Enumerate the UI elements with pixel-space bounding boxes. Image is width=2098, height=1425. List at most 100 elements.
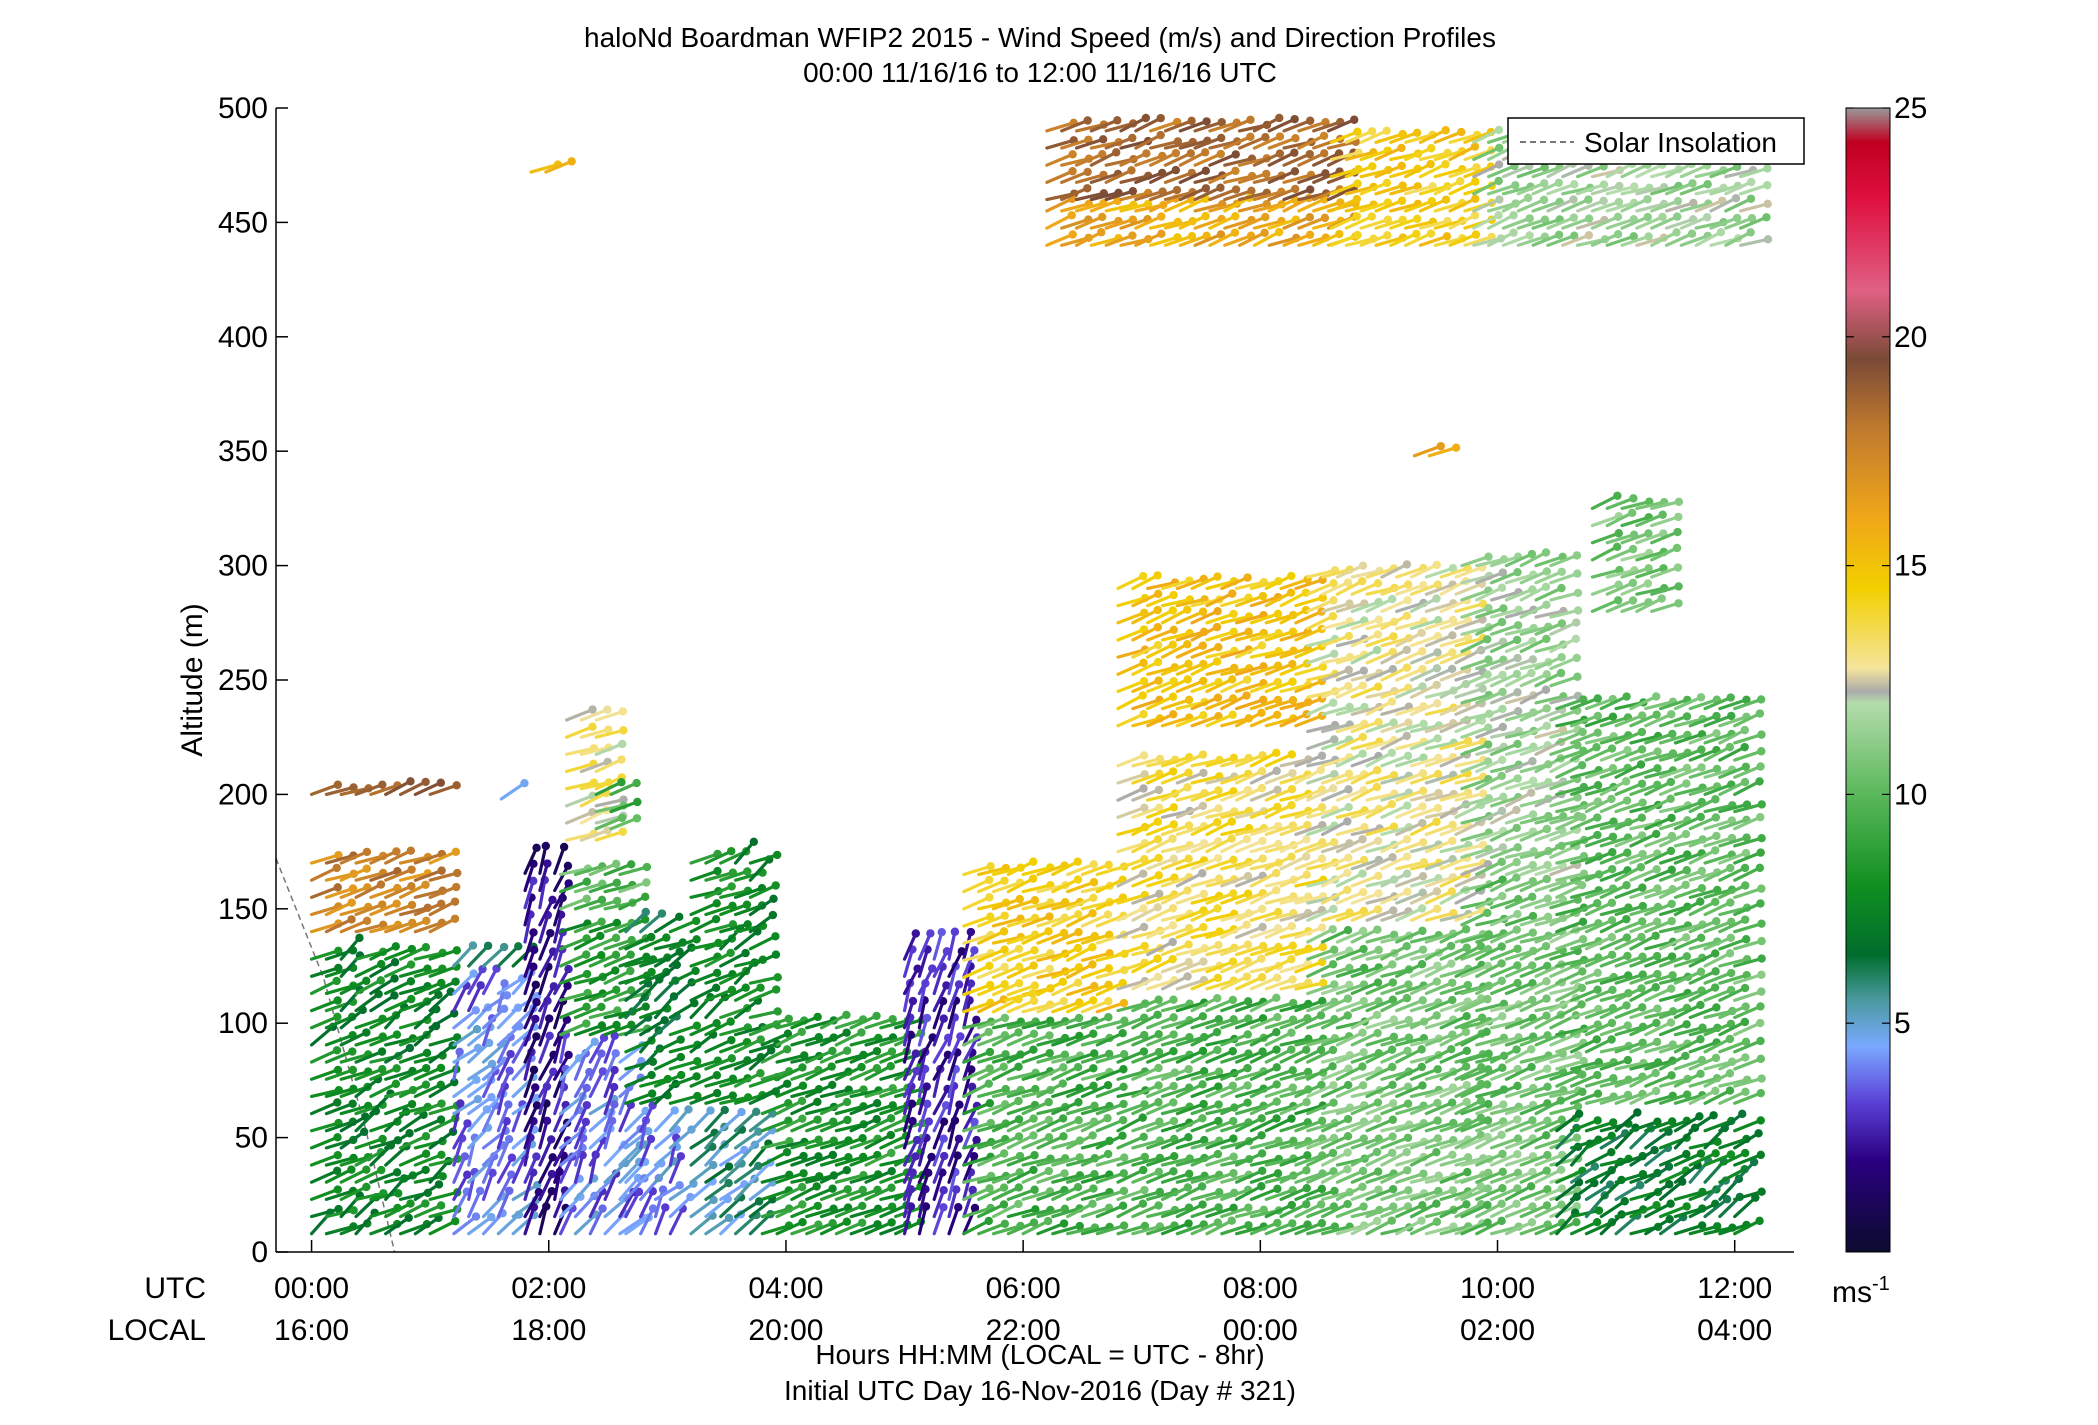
wind-barb-head — [1243, 997, 1253, 1006]
wind-barb-shaft — [1599, 954, 1630, 968]
wind-barb-shaft — [902, 1154, 918, 1184]
wind-barb-shaft — [879, 1170, 909, 1184]
wind-barb-shaft — [733, 1071, 763, 1088]
wind-barb-head — [1184, 659, 1193, 669]
wind-barb-shaft — [748, 987, 778, 1002]
wind-barb-head — [956, 1032, 965, 1041]
wind-barb-head — [1154, 1029, 1163, 1039]
wind-barb-shaft — [1644, 1202, 1673, 1219]
wind-barb-shaft — [511, 970, 533, 996]
wind-barb-shaft — [775, 1185, 804, 1201]
chart-title-line2: 00:00 11/16/16 to 12:00 11/16/16 UTC — [803, 57, 1277, 88]
wind-barb-shaft — [1475, 557, 1506, 568]
wind-barb-shaft — [1335, 1064, 1364, 1081]
wind-barb-shaft — [1175, 925, 1205, 940]
wind-barb-shaft — [1519, 625, 1550, 636]
wind-barb-head — [1029, 1131, 1038, 1140]
wind-barb-head — [1198, 801, 1208, 811]
wind-barb-shaft — [719, 1182, 746, 1201]
wind-barb-head — [626, 950, 635, 959]
wind-barb-head — [504, 1100, 513, 1109]
wind-barb-head — [1388, 1062, 1397, 1072]
wind-barb-head — [1593, 1116, 1602, 1125]
wind-barb-shaft — [1306, 701, 1335, 716]
wind-barb-head — [1402, 993, 1412, 1003]
wind-barb-shaft — [1294, 696, 1324, 711]
wind-barb-head — [1214, 1082, 1223, 1091]
wind-barb-shaft — [1584, 988, 1615, 1002]
wind-barb-head — [1273, 1184, 1282, 1194]
wind-barb-shaft — [1380, 1136, 1410, 1150]
wind-barb-shaft — [1205, 960, 1235, 974]
wind-barb-shaft — [1489, 897, 1520, 910]
wind-barb-head — [1573, 1050, 1583, 1060]
wind-barb-shaft — [481, 967, 499, 996]
wind-barb-head — [771, 950, 781, 959]
wind-barb-head — [1014, 1183, 1024, 1192]
wind-barb-shaft — [1380, 1036, 1411, 1047]
wind-barb-shaft — [1160, 1221, 1191, 1236]
wind-barb-shaft — [1146, 1049, 1176, 1064]
wind-barb-shaft — [1051, 1138, 1082, 1150]
wind-barb-shaft — [1205, 979, 1236, 991]
wind-barb-shaft — [1380, 803, 1409, 819]
wind-barb-shaft — [1116, 806, 1146, 819]
wind-barb-shaft — [1380, 754, 1410, 768]
wind-barb-shaft — [819, 1138, 851, 1150]
wind-barb-head — [1607, 864, 1617, 874]
wind-barb-shaft — [553, 864, 570, 893]
wind-barb-shaft — [1460, 932, 1491, 944]
wind-barb-shaft — [1205, 666, 1236, 676]
wind-barb-head — [1119, 1082, 1128, 1092]
wind-barb-shaft — [1409, 618, 1440, 631]
wind-barb-shaft — [1235, 1169, 1264, 1184]
wind-barb-shaft — [1205, 912, 1236, 922]
wind-barb-shaft — [603, 862, 633, 877]
wind-barb-shaft — [1519, 877, 1549, 893]
wind-barb-shaft — [1051, 1155, 1082, 1167]
wind-barb-shaft — [1555, 1027, 1586, 1037]
wind-barb-head — [799, 1151, 808, 1161]
wind-barb-shaft — [1380, 791, 1411, 802]
wind-barb-head — [1483, 1218, 1492, 1227]
wind-barb-shaft — [309, 853, 341, 865]
wind-barb-shaft — [1279, 1168, 1309, 1184]
wind-barb-shaft — [1439, 1100, 1469, 1116]
wind-barb-head — [756, 1069, 765, 1078]
wind-barb-shaft — [902, 1033, 913, 1064]
wind-barb-head — [1637, 813, 1647, 822]
wind-barb-shaft — [1534, 1052, 1565, 1064]
wind-barb-shaft — [1190, 625, 1219, 642]
wind-barb-shaft — [1175, 700, 1207, 711]
wind-barb-head — [405, 1043, 415, 1053]
wind-barb-shaft — [849, 1137, 880, 1150]
wind-barb-shaft — [1439, 650, 1469, 665]
wind-barb-shaft — [1599, 820, 1631, 831]
wind-barb-shaft — [1175, 871, 1204, 888]
wind-barb-shaft — [849, 1101, 879, 1116]
wind-barb-head — [741, 983, 750, 992]
wind-barb-shaft — [1380, 1122, 1411, 1133]
wind-barb-shaft — [1519, 1169, 1549, 1184]
wind-barb-shaft — [1249, 1048, 1279, 1064]
wind-barb-shaft — [1190, 696, 1220, 711]
wind-barb-head — [1343, 868, 1352, 878]
wind-barb-shaft — [1116, 772, 1147, 785]
wind-barb-shaft — [864, 1169, 894, 1184]
wind-barb-head — [422, 916, 431, 925]
wind-barb-shaft — [719, 1006, 749, 1020]
wind-barb-head — [499, 942, 509, 952]
wind-barb-shaft — [1534, 671, 1563, 688]
wind-barb-shaft — [1190, 1084, 1220, 1099]
wind-barb-shaft — [1205, 809, 1236, 819]
wind-barb-head — [598, 1204, 607, 1213]
wind-barb-shaft — [1380, 1188, 1410, 1201]
wind-barb-shaft — [1160, 960, 1191, 974]
wind-barb-head — [1103, 910, 1113, 919]
wind-barb-head — [1302, 1045, 1311, 1055]
wind-barb-head — [984, 1216, 993, 1226]
wind-barb-head — [1118, 1115, 1128, 1125]
wind-barb-head — [712, 899, 721, 908]
wind-barb-head — [394, 1189, 403, 1198]
wind-barb-head — [378, 1134, 387, 1144]
